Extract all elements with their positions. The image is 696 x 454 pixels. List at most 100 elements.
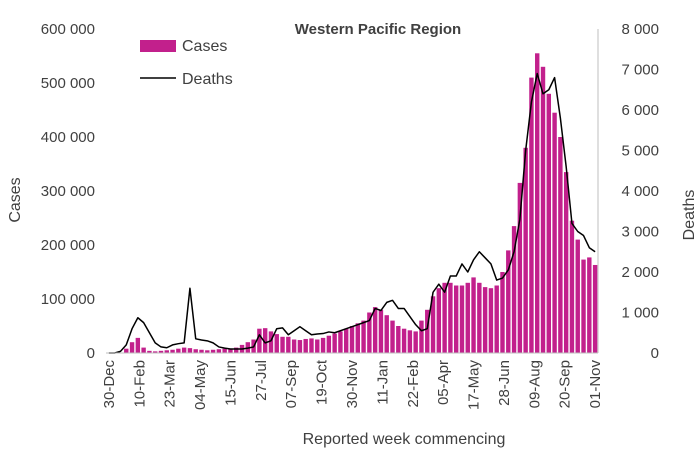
right-axis-ticks: 0 1 000 2 000 3 000 4 000 5 000 6 000 7 000 8 00…	[621, 21, 659, 362]
cases-bar	[482, 287, 488, 353]
x-tick-label: 05-Apr	[435, 360, 452, 405]
cases-bar	[286, 336, 291, 353]
cases-bar	[563, 172, 569, 353]
x-tick-label: 22-Feb	[405, 360, 422, 408]
cases-bar	[303, 338, 308, 353]
y-axis-label-left: Cases	[7, 177, 24, 222]
cases-bar	[511, 226, 517, 353]
x-tick-label: 30-Nov	[344, 360, 361, 409]
x-tick-label: 27-Jul	[253, 360, 270, 401]
cases-bar	[124, 348, 129, 353]
x-tick-label: 19-Oct	[314, 359, 331, 405]
right-tick-label: 0	[651, 345, 659, 362]
cases-bar	[332, 333, 337, 353]
cases-bar	[344, 328, 349, 353]
cases-bar	[459, 285, 465, 353]
cases-bar	[453, 285, 459, 353]
right-tick-label: 2 000	[621, 264, 659, 281]
right-tick-label: 4 000	[621, 183, 659, 200]
cases-bar	[558, 137, 563, 353]
cases-bar	[390, 320, 395, 353]
left-tick-label: 100 000	[41, 291, 95, 308]
cases-bar	[141, 347, 146, 353]
cases-bar	[523, 147, 528, 353]
cases-bar	[575, 239, 580, 353]
cases-bar	[529, 77, 534, 353]
cases-bar	[517, 182, 523, 353]
cases-bar	[349, 326, 355, 353]
x-axis-label: Reported week commencing	[303, 431, 506, 448]
x-tick-label: 09-Aug	[526, 360, 543, 408]
x-tick-label: 30-Dec	[101, 360, 118, 409]
cases-bar	[488, 288, 494, 353]
cases-bar	[372, 307, 378, 353]
left-tick-label: 300 000	[41, 183, 95, 200]
cases-bar	[465, 282, 470, 353]
cases-bar	[216, 349, 222, 353]
cases-bar	[181, 347, 187, 353]
x-tick-label: 28-Jun	[496, 360, 513, 406]
x-tick-label: 23-Mar	[162, 360, 179, 408]
cases-bar	[407, 330, 413, 353]
cases-bar	[401, 328, 407, 353]
cases-bar	[540, 66, 546, 354]
x-tick-label: 20-Sep	[557, 360, 574, 408]
right-tick-label: 7 000	[621, 62, 659, 79]
left-tick-label: 0	[87, 345, 95, 362]
cases-bar	[315, 339, 320, 353]
cases-bar	[222, 348, 227, 353]
cases-bar	[187, 348, 193, 353]
right-tick-label: 8 000	[621, 21, 659, 38]
y-axis-label-right: Deaths	[681, 190, 696, 241]
cases-bar	[396, 326, 401, 353]
x-axis-ticks: 30-Dec 10-Feb 23-Mar 04-May 15-Jun 27-Jul 07-S…	[101, 359, 604, 410]
cases-bar	[448, 282, 453, 353]
cases-bar	[442, 282, 447, 353]
axes	[106, 29, 599, 354]
legend-label-cases: Cases	[182, 38, 227, 55]
cases-bar	[436, 288, 442, 353]
cases-bar	[199, 349, 204, 353]
right-tick-label: 5 000	[621, 143, 659, 160]
cases-bar	[147, 350, 152, 353]
legend: Cases Deaths	[140, 38, 233, 88]
cases-bar	[274, 334, 279, 353]
cases-bar	[297, 340, 303, 353]
cases-bar	[506, 250, 511, 353]
right-tick-label: 3 000	[621, 224, 659, 241]
cases-bar	[430, 296, 436, 353]
cases-bar	[546, 93, 551, 354]
chart-title: Western Pacific Region	[295, 21, 461, 38]
x-tick-label: 11-Jan	[374, 360, 391, 405]
deaths-line-group	[108, 72, 596, 354]
cases-bar	[135, 337, 141, 353]
cases-bar	[309, 338, 314, 353]
cases-bar	[384, 315, 389, 353]
left-tick-label: 200 000	[41, 237, 95, 254]
left-tick-label: 400 000	[41, 129, 95, 146]
cases-bar	[581, 259, 586, 353]
cases-bar	[205, 350, 210, 353]
cases-bar	[425, 309, 430, 353]
x-tick-label: 07-Sep	[283, 360, 300, 408]
x-tick-label: 15-Jun	[222, 360, 239, 406]
cases-bar	[193, 349, 198, 353]
legend-swatch-cases	[140, 40, 176, 52]
cases-bar	[355, 323, 360, 353]
cases-bar	[326, 335, 332, 353]
cases-bar	[291, 339, 297, 353]
cases-bar	[257, 328, 262, 353]
cases-bar	[164, 350, 169, 353]
x-tick-label: 04-May	[192, 360, 209, 411]
cases-bar	[153, 351, 158, 353]
deaths-line	[108, 72, 596, 354]
cases-bar	[338, 331, 343, 353]
cases-bar	[367, 312, 372, 353]
cases-bar	[280, 336, 285, 353]
right-tick-label: 6 000	[621, 102, 659, 119]
cases-bar	[361, 320, 366, 353]
cases-bars	[118, 53, 598, 354]
left-axis-ticks: 0 100 000 200 000 300 000 400 000 500 000 600 …	[41, 21, 95, 362]
right-tick-label: 1 000	[621, 305, 659, 322]
cases-bar	[268, 331, 274, 353]
